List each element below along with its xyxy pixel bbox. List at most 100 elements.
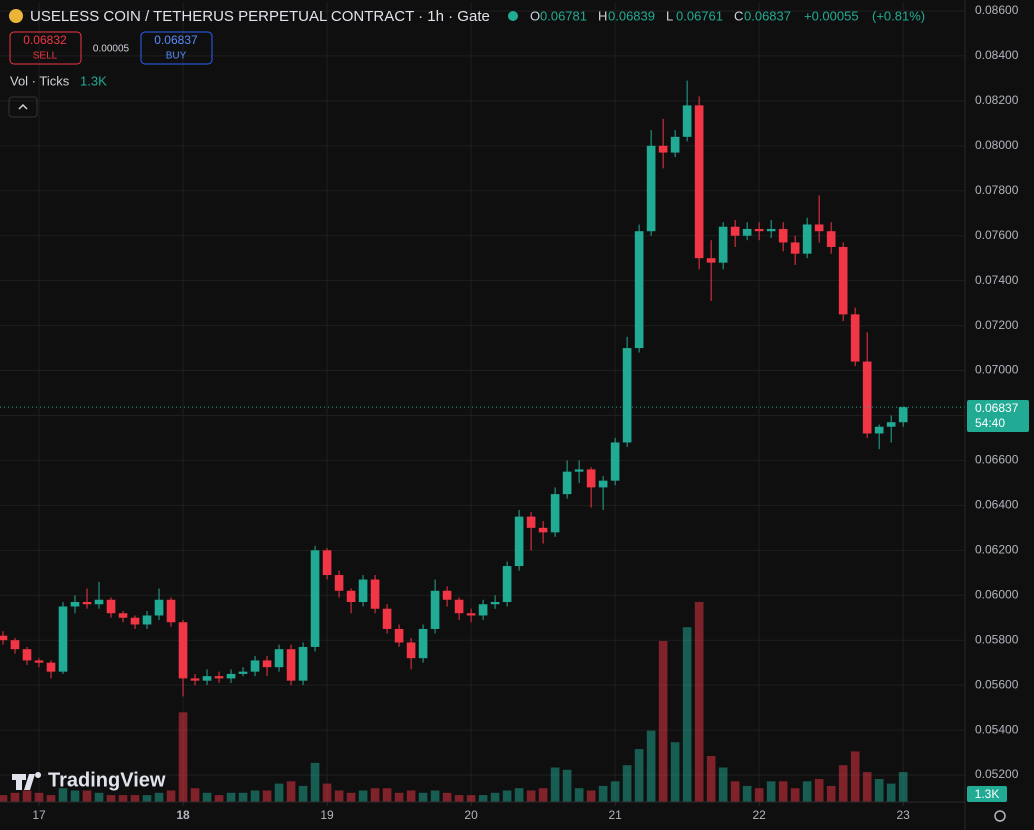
volume-bar	[382, 788, 392, 802]
y-tick-label: 0.07800	[975, 183, 1019, 197]
candle-body	[430, 590, 440, 629]
volume-bar	[190, 788, 200, 802]
candle-body	[190, 678, 200, 681]
candle-body	[322, 550, 332, 576]
volume-bar	[778, 781, 788, 802]
candle-body	[778, 228, 788, 243]
candle-body	[118, 613, 128, 618]
candle-body	[706, 258, 716, 263]
volume-bar	[298, 785, 308, 802]
candle-body	[214, 676, 224, 679]
volume-bar	[490, 792, 500, 802]
volume-bar	[766, 781, 776, 802]
volume-bar	[814, 779, 824, 802]
candle-body	[562, 471, 572, 495]
volume-bar	[0, 795, 8, 802]
candle-body	[466, 613, 476, 616]
ohlc-value: 0.06839	[608, 8, 655, 23]
sell-button[interactable]	[9, 31, 82, 65]
candle-body	[382, 608, 392, 629]
candle-body	[826, 231, 836, 247]
candle-body	[790, 242, 800, 254]
volume-bar	[790, 788, 800, 802]
volume-bar	[274, 783, 284, 802]
volume-bar	[22, 790, 32, 802]
chart-title: USELESS COIN / TETHERUS PERPETUAL CONTRA…	[30, 8, 490, 25]
candle-body	[814, 224, 824, 232]
price-badge	[967, 400, 1029, 432]
volume-bar	[478, 795, 488, 802]
candle-body	[58, 606, 68, 672]
volume-bar	[322, 783, 332, 802]
volume-bar	[562, 769, 572, 802]
volume-bar	[118, 795, 128, 802]
watermark: TradingView	[48, 769, 166, 791]
candle-body	[394, 628, 404, 643]
candle-body	[130, 617, 140, 625]
volume-bar	[634, 749, 644, 802]
settings-icon[interactable]	[994, 810, 1006, 822]
y-tick-label: 0.05800	[975, 632, 1019, 646]
y-tick-label: 0.05600	[975, 677, 1019, 691]
candle-body	[70, 602, 80, 607]
ohlc-legend: O 0.06781 H 0.06839 L 0.06761 C 0.06837 +0.00055…	[530, 8, 925, 23]
volume-bar	[694, 601, 704, 802]
last-price: 0.06837	[975, 401, 1019, 415]
candle-body	[178, 622, 188, 679]
candle-body	[0, 635, 8, 641]
x-tick-label: 20	[464, 808, 478, 822]
candle-body	[478, 604, 488, 616]
candle-body	[766, 228, 776, 232]
volume-bar	[754, 788, 764, 802]
volume-badge-label: 1.3K	[975, 787, 1000, 801]
candle-body	[334, 575, 344, 591]
candle-body	[646, 145, 656, 232]
volume-bar	[586, 790, 596, 802]
volume-bar	[394, 792, 404, 802]
candle-body	[166, 599, 176, 623]
y-tick-label: 0.07200	[975, 318, 1019, 332]
volume-bar	[706, 756, 716, 802]
volume-bar	[370, 788, 380, 802]
y-tick-label: 0.06000	[975, 587, 1019, 601]
volume-title: Vol · Ticks	[10, 73, 70, 88]
volume-bar	[142, 795, 152, 802]
volume-bar	[70, 790, 80, 802]
candle-body	[514, 516, 524, 567]
volume-bar	[886, 783, 896, 802]
candle-body	[490, 602, 500, 605]
volume-bars	[0, 601, 908, 802]
volume-bar	[226, 792, 236, 802]
volume-bar	[358, 790, 368, 802]
candle-body	[634, 231, 644, 349]
candle-body	[442, 590, 452, 600]
candle-body	[502, 566, 512, 602]
volume-bar	[718, 767, 728, 802]
volume-bar	[646, 730, 656, 802]
volume-bar	[550, 767, 560, 802]
candle-body	[670, 136, 680, 153]
volume-bar	[682, 627, 692, 802]
volume-bar	[346, 792, 356, 802]
candle-body	[886, 422, 896, 427]
y-tick-label: 0.07600	[975, 228, 1019, 242]
x-tick-label: 23	[897, 808, 911, 822]
volume-bar	[106, 795, 116, 802]
collapse-button[interactable]	[8, 96, 38, 118]
ohlc-value: 0.06761	[676, 8, 723, 23]
ohlc-key: H	[598, 8, 607, 23]
volume-bar	[406, 790, 416, 802]
volume-bar	[262, 790, 272, 802]
volume-bar	[94, 792, 104, 802]
x-tick-label: 19	[320, 808, 334, 822]
buy-button[interactable]	[140, 31, 213, 65]
volume-bar	[622, 765, 632, 802]
volume-bar	[418, 792, 428, 802]
volume-bar	[466, 795, 476, 802]
candle-body	[274, 649, 284, 668]
ohlc-key: O	[530, 8, 540, 23]
volume-bar	[526, 790, 536, 802]
y-tick-label: 0.06400	[975, 498, 1019, 512]
volume-bar	[874, 779, 884, 802]
